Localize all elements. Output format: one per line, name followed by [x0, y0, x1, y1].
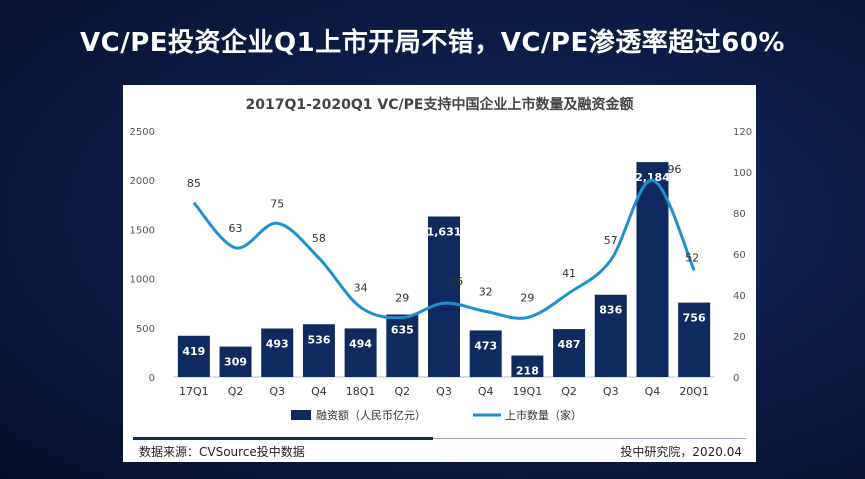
bar-value-label: 635	[391, 324, 414, 337]
line-value-label: 36	[449, 275, 463, 288]
line-value-label: 29	[395, 292, 409, 305]
bar-value-label: 487	[558, 338, 581, 351]
bar	[428, 216, 460, 377]
bar-value-label: 309	[224, 356, 247, 369]
bar	[219, 346, 252, 377]
bar-value-label: 756	[683, 312, 706, 325]
line-value-label: 32	[479, 285, 493, 298]
line-value-label: 58	[312, 232, 326, 245]
y-left-tick-label: 2500	[130, 127, 155, 138]
chart-plot: 0 500 1000 1500 2000 2500 0 20 40 60 80 100 120 419 30…	[130, 127, 753, 422]
legend-bar-swatch	[291, 410, 311, 420]
bar	[511, 355, 544, 377]
data-source-note: 数据来源：CVSource投中数据	[139, 445, 305, 459]
y-left-tick-label: 1000	[130, 275, 155, 286]
line-value-label: 96	[667, 163, 681, 176]
series-line	[192, 178, 696, 320]
x-category-label: Q3	[603, 385, 619, 398]
bar	[386, 314, 419, 377]
x-category-label: 18Q1	[346, 385, 376, 398]
line-value-label: 57	[604, 234, 618, 247]
x-category-label: Q4	[311, 385, 327, 398]
line-value-label: 34	[354, 281, 368, 294]
x-category-label: Q3	[436, 385, 452, 398]
y-left-tick-label: 2000	[130, 176, 155, 187]
x-category-label: Q4	[645, 385, 661, 398]
y-right-tick-label: 60	[733, 250, 746, 261]
x-category-label: Q2	[394, 385, 410, 398]
bar	[469, 330, 502, 377]
bar	[553, 329, 586, 377]
chart-card: 2017Q1-2020Q1 VC/PE支持中国企业上市数量及融资金额 0 500 1…	[123, 85, 756, 462]
bar-value-label: 836	[599, 304, 622, 317]
y-left-tick-label: 0	[149, 373, 155, 384]
bar-value-label: 473	[474, 339, 497, 352]
bar	[594, 294, 627, 377]
bar	[302, 324, 335, 377]
bar-value-label: 218	[516, 365, 539, 378]
x-category-label: 17Q1	[179, 385, 209, 398]
line-value-label: 75	[270, 197, 284, 210]
y-right-tick-label: 40	[733, 291, 746, 302]
legend-line-label: 上市数量（家）	[505, 408, 582, 422]
x-category-label: Q4	[478, 385, 494, 398]
line-value-label: 85	[187, 177, 201, 190]
bar-value-label: 2,184	[635, 171, 670, 184]
bar	[344, 328, 377, 377]
footer-divider	[133, 438, 746, 439]
legend-bar-label: 融资额（人民币亿元）	[316, 409, 426, 422]
y-right-tick-label: 20	[733, 332, 746, 343]
y-left-tick-label: 500	[136, 324, 155, 335]
bar	[678, 302, 711, 377]
line-value-label: 63	[229, 222, 243, 235]
bar-value-label: 494	[349, 337, 372, 350]
footer-accent-bar	[133, 437, 433, 440]
y-left-tick-label: 1500	[130, 225, 155, 236]
y-right-tick-label: 80	[733, 209, 746, 220]
x-category-label: Q2	[561, 385, 577, 398]
bar	[177, 335, 210, 377]
bar-value-label: 1,631	[427, 226, 462, 239]
bar	[261, 328, 294, 377]
y-right-tick-label: 120	[733, 127, 752, 138]
line-value-label: 29	[520, 292, 534, 305]
y-right-tick-label: 100	[733, 168, 752, 179]
bar-value-label: 493	[266, 337, 289, 350]
x-category-label: Q2	[228, 385, 244, 398]
x-category-label: 19Q1	[513, 385, 543, 398]
credit-note: 投中研究院，2020.04	[620, 445, 742, 459]
chart-title: 2017Q1-2020Q1 VC/PE支持中国企业上市数量及融资金额	[245, 97, 634, 113]
line-value-label: 52	[685, 251, 699, 264]
y-right-tick-label: 0	[733, 373, 739, 384]
line-value-label: 41	[562, 267, 576, 280]
headline: VC/PE投资企业Q1上市开局不错，VC/PE渗透率超过60%	[80, 28, 785, 58]
bar	[636, 162, 669, 377]
bar-value-label: 419	[182, 345, 205, 358]
x-category-label: 20Q1	[679, 385, 709, 398]
bar-value-label: 536	[307, 333, 330, 346]
x-category-label: Q3	[269, 385, 285, 398]
